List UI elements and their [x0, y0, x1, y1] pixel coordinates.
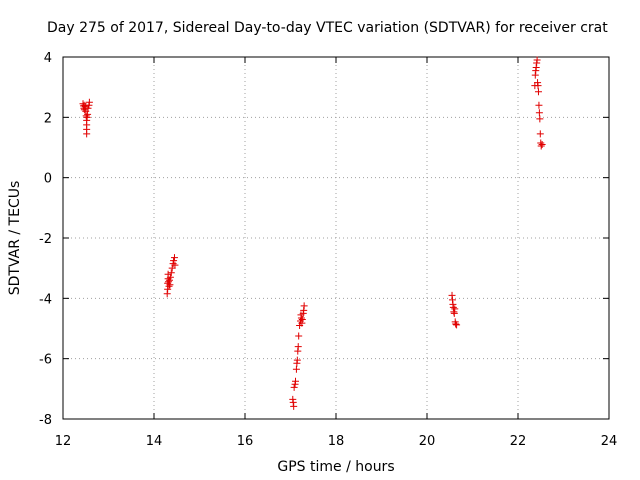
- y-tick-label: 2: [44, 111, 52, 126]
- data-point: [171, 261, 179, 269]
- y-tick-label: 0: [44, 172, 52, 187]
- data-point: [300, 302, 308, 310]
- x-tick-label: 16: [237, 434, 254, 449]
- data-point: [83, 130, 91, 138]
- y-tick-label: -8: [39, 413, 52, 428]
- x-tick-label: 24: [601, 434, 618, 449]
- grid: [63, 57, 609, 419]
- data-point: [165, 282, 173, 290]
- data-point: [166, 273, 174, 281]
- x-tick-label: 22: [510, 434, 527, 449]
- data-point: [453, 321, 461, 329]
- data-point: [534, 82, 542, 90]
- data-point: [84, 110, 92, 118]
- data-point: [294, 343, 302, 351]
- data-point: [451, 305, 459, 313]
- data-point: [534, 88, 542, 96]
- data-point: [167, 269, 175, 277]
- data-point: [292, 365, 300, 373]
- x-axis-label: GPS time / hours: [277, 459, 394, 475]
- data-point: [533, 56, 541, 64]
- y-tick-label: -2: [39, 232, 52, 247]
- x-tick-label: 20: [419, 434, 436, 449]
- data-point: [84, 104, 92, 112]
- data-point: [290, 383, 298, 391]
- data-point: [535, 109, 543, 117]
- data-point: [535, 101, 543, 109]
- data-point: [170, 254, 178, 262]
- data-point: [536, 115, 544, 123]
- data-point: [538, 140, 546, 148]
- x-tick-label: 14: [146, 434, 163, 449]
- y-axis-label: SDTVAR / TECUs: [7, 181, 23, 296]
- data-point: [164, 285, 172, 293]
- y-tick-label: 4: [44, 51, 52, 66]
- data-point: [452, 320, 460, 328]
- chart-title: Day 275 of 2017, Sidereal Day-to-day VTE…: [47, 20, 608, 36]
- data-point: [536, 130, 544, 138]
- plot-frame: [62, 56, 610, 420]
- y-tick-label: -4: [39, 292, 52, 307]
- data-point: [295, 332, 303, 340]
- data-point: [290, 402, 298, 410]
- data-point: [293, 356, 301, 364]
- x-tick-label: 18: [328, 434, 345, 449]
- data-point: [170, 257, 178, 265]
- data-point: [166, 281, 174, 289]
- data-point: [298, 315, 306, 323]
- data-point: [292, 377, 300, 385]
- data-point: [85, 98, 93, 106]
- y-tick-label: -6: [39, 353, 52, 368]
- data-point: [537, 142, 545, 150]
- x-tick-label: 12: [55, 434, 72, 449]
- data-points: [79, 56, 546, 410]
